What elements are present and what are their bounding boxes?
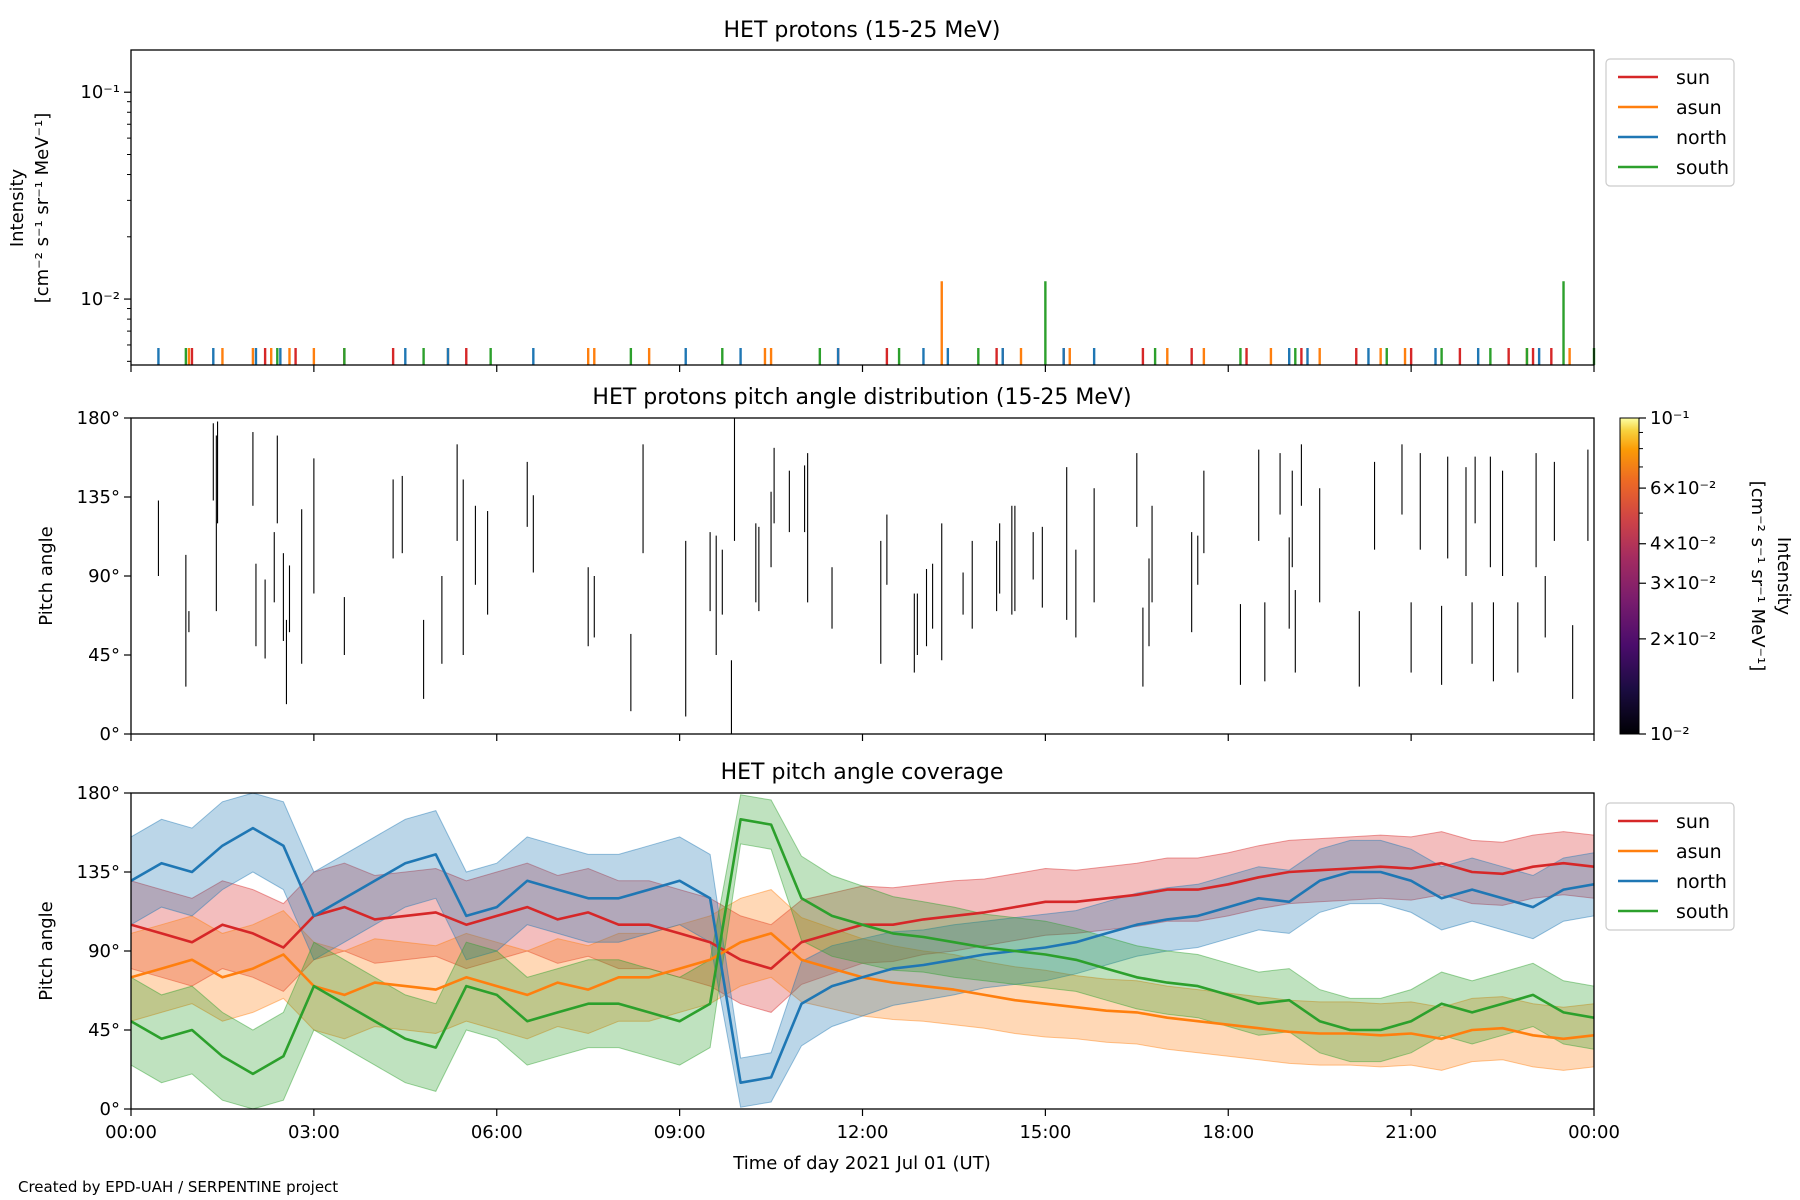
panel2-ytick-label-2: 90° <box>88 566 120 587</box>
panel3-ylabel: Pitch angle <box>36 901 57 1000</box>
panel2-xticks <box>130 734 1595 741</box>
legend-label-north: north <box>1676 871 1727 893</box>
panel3-ytick-label-4: 180° <box>77 783 120 804</box>
colorbar-tick-label-4: 2×10⁻² <box>1650 629 1716 650</box>
xtick-label-0: 00:00 <box>105 1122 157 1143</box>
coverage-line-north <box>131 826 1594 1084</box>
coverage-line-south <box>131 818 1594 1076</box>
panel3-legend: sun asun north south <box>1605 802 1735 931</box>
panel1-title: HET protons (15-25 MeV) <box>724 18 1001 43</box>
xtick-label-5: 15:00 <box>1019 1122 1071 1143</box>
colorbar-tick-label-0: 10⁻¹ <box>1650 408 1690 429</box>
panel2-ytick-label-3: 135° <box>77 487 120 508</box>
xtick-label-2: 06:00 <box>471 1122 523 1143</box>
xtick-label-3: 09:00 <box>654 1122 706 1143</box>
panel3-ytick-label-2: 90° <box>88 941 120 962</box>
colorbar <box>1619 417 1640 735</box>
coverage-band-sun <box>131 831 1594 1013</box>
panel3-ytick-label-3: 135° <box>77 862 120 883</box>
colorbar-ticks: 10⁻¹ 6×10⁻² 4×10⁻² 3×10⁻² 2×10⁻² 10⁻² <box>1639 408 1716 745</box>
xtick-label-4: 12:00 <box>837 1122 889 1143</box>
panel2-ylabel: Pitch angle <box>36 526 57 625</box>
legend-box <box>1605 58 1735 187</box>
coverage-band-south <box>131 794 1594 1109</box>
colorbar-tick-label-2: 4×10⁻² <box>1650 534 1716 555</box>
panel2-ytick-label-1: 45° <box>88 645 120 666</box>
panel1-ytick-label-1: 10⁻² <box>80 289 120 310</box>
panel1-yticks: 10⁻¹ 10⁻² <box>80 82 131 362</box>
legend-label-south: south <box>1676 901 1729 923</box>
panel1-ylabel-line1: Intensity <box>7 168 28 247</box>
legend-label-sun: sun <box>1676 67 1710 89</box>
legend-label-sun: sun <box>1676 811 1710 833</box>
panel2-ytick-label-4: 180° <box>77 408 120 429</box>
xtick-label-7: 21:00 <box>1385 1122 1437 1143</box>
xtick-label-8: 00:00 <box>1568 1122 1620 1143</box>
panel2-yticks: 0° 45° 90° 135° 180° <box>77 408 131 745</box>
colorbar-label-line2: [cm⁻² s⁻¹ sr⁻¹ MeV⁻¹] <box>1747 481 1768 672</box>
panel3-ytick-label-0: 0° <box>100 1099 120 1120</box>
legend-label-asun: asun <box>1676 841 1722 863</box>
xtick-label-1: 03:00 <box>288 1122 340 1143</box>
x-axis-label: Time of day 2021 Jul 01 (UT) <box>732 1153 990 1174</box>
colorbar-tick-label-3: 3×10⁻² <box>1650 573 1716 594</box>
panel3-plot-area <box>131 793 1594 1109</box>
panel-pitch-distribution: HET protons pitch angle distribution (15… <box>36 385 1794 745</box>
coverage-band-north <box>131 793 1594 1108</box>
panel1-xticks <box>130 365 1595 372</box>
colorbar-label-line1: Intensity <box>1773 537 1794 616</box>
panel-intensity: HET protons (15-25 MeV) 10⁻¹ 10⁻² Intensi… <box>7 18 1735 372</box>
panel2-ytick-label-0: 0° <box>100 724 120 745</box>
colorbar-tick-label-5: 10⁻² <box>1650 724 1690 745</box>
panel2-title: HET protons pitch angle distribution (15… <box>592 385 1131 410</box>
panel3-yticks: 0° 45° 90° 135° 180° <box>77 783 131 1120</box>
colorbar-tick-label-1: 6×10⁻² <box>1650 478 1716 499</box>
panel3-title: HET pitch angle coverage <box>721 760 1004 785</box>
legend-label-north: north <box>1676 127 1727 149</box>
xtick-label-6: 18:00 <box>1202 1122 1254 1143</box>
legend-label-south: south <box>1676 157 1729 179</box>
panel1-ylabel-line2: [cm⁻² s⁻¹ sr⁻¹ MeV⁻¹] <box>32 113 53 304</box>
legend-box <box>1605 802 1735 931</box>
panel3-ytick-label-1: 45° <box>88 1020 120 1041</box>
panel-pitch-coverage: HET pitch angle coverage 0° 45° 90° 135° 180… <box>36 760 1735 1174</box>
panel1-ytick-label-0: 10⁻¹ <box>80 82 120 103</box>
credit-text: Created by EPD-UAH / SERPENTINE project <box>18 1178 338 1196</box>
panel1-legend: sun asun north south <box>1605 58 1735 187</box>
panel3-xticks: 00:00 03:00 06:00 09:00 12:00 15:00 18:00 21:00… <box>105 1109 1620 1143</box>
panel2-segments <box>157 418 1589 734</box>
panel1-bars <box>157 281 1596 365</box>
legend-label-asun: asun <box>1676 97 1722 119</box>
